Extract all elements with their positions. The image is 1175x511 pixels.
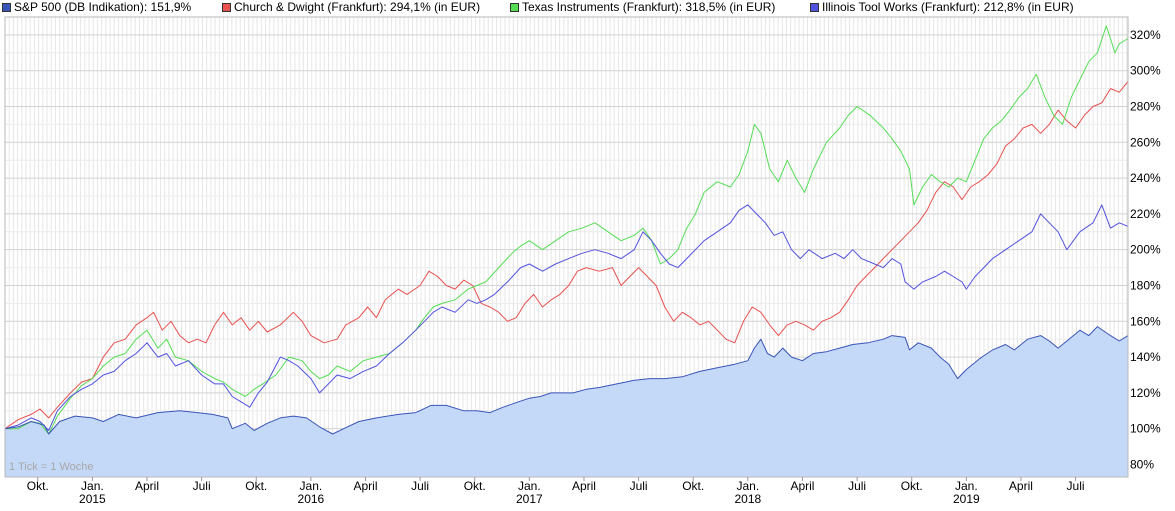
y-tick-label: 240% [1130,171,1161,185]
y-tick-label: 160% [1130,314,1161,328]
x-tick-label: Okt. [464,479,486,493]
series-line-2 [5,25,1129,435]
x-tick-label: Jan. [300,479,323,493]
x-tick-label: Jan. [955,479,978,493]
legend-label-texas-instruments: Texas Instruments (Frankfurt): 318,5% (i… [522,0,776,14]
y-tick-label: 320% [1130,28,1161,42]
y-tick-label: 220% [1130,207,1161,221]
legend-label-sp500: S&P 500 (DB Indikation): 151,9% [14,0,192,14]
y-tick-label: 120% [1130,386,1161,400]
legend-swatch-church-dwight [222,2,231,12]
x-tick-label: April [790,479,814,493]
x-tick-label: April [572,479,596,493]
legend-item-illinois-tool-works: Illinois Tool Works (Frankfurt): 212,8% … [810,0,1074,14]
tick-note: 1 Tick = 1 Woche [9,461,93,473]
x-tick-year: 2016 [298,492,325,506]
legend-swatch-illinois-tool-works [810,2,819,12]
series-line-0 [4,326,1129,435]
series-line-3 [4,204,1129,431]
x-tick-label: Okt. [245,479,267,493]
x-tick-label: Juli [193,479,211,493]
chart-series [4,25,1129,477]
x-tick-label: April [135,479,159,493]
y-tick-label: 260% [1130,135,1161,149]
series-line-1 [4,81,1129,430]
legend-item-sp500: S&P 500 (DB Indikation): 151,9% [2,0,191,14]
y-tick-label: 140% [1130,350,1161,364]
x-tick-label: Juli [848,479,866,493]
x-tick-label: Jan. [518,479,541,493]
x-tick-label: Jan. [81,479,104,493]
x-tick-year: 2015 [79,492,106,506]
y-tick-label: 300% [1130,64,1161,78]
series-area-0 [5,326,1128,477]
x-tick-label: April [1009,479,1033,493]
x-tick-label: Juli [411,479,429,493]
x-tick-label: Okt. [682,479,704,493]
legend-label-church-dwight: Church & Dwight (Frankfurt): 294,1% (in … [234,0,481,14]
legend-item-church-dwight: Church & Dwight (Frankfurt): 294,1% (in … [222,0,480,14]
y-tick-label: 180% [1130,278,1161,292]
y-tick-label: 200% [1130,243,1161,257]
x-tick-label: April [353,479,377,493]
x-tick-label: Juli [630,479,648,493]
legend-label-illinois-tool-works: Illinois Tool Works (Frankfurt): 212,8% … [822,0,1074,14]
x-tick-year: 2018 [734,492,761,506]
x-tick-year: 2019 [953,492,980,506]
x-tick-label: Juli [1067,479,1085,493]
x-tick-label: Okt. [27,479,49,493]
y-tick-label: 100% [1130,422,1161,436]
legend-swatch-texas-instruments [510,2,519,12]
y-axis: 80% 100% 120% 140% 160% 180% 200% 220% 240% 260% 2… [1130,28,1161,472]
y-tick-label: 80% [1130,457,1154,471]
x-tick-label: Jan. [736,479,759,493]
x-tick-year: 2017 [516,492,543,506]
legend-item-texas-instruments: Texas Instruments (Frankfurt): 318,5% (i… [510,0,775,14]
plot-border [4,16,1129,478]
y-tick-label: 280% [1130,99,1161,113]
x-tick-label: Okt. [901,479,923,493]
legend-swatch-sp500 [2,2,11,12]
